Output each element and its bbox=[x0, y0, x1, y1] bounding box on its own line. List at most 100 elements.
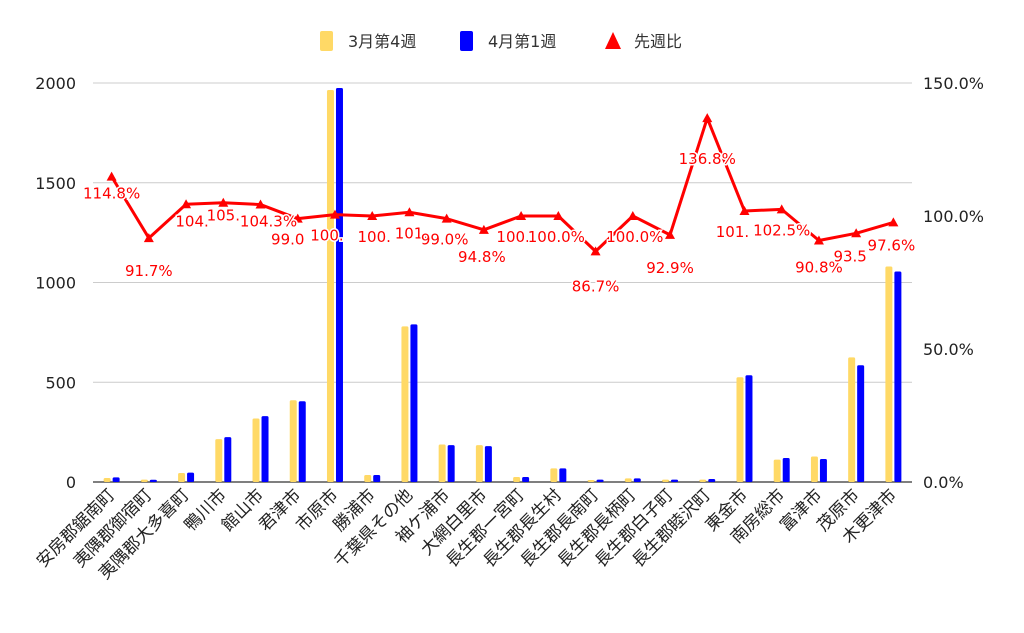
bar-week-b bbox=[484, 446, 492, 482]
ratio-point bbox=[702, 113, 713, 123]
left-tick-label: 1500 bbox=[35, 174, 76, 193]
bar-week-b bbox=[782, 458, 790, 482]
left-axis-ticks: 0 500 1000 1500 2000 bbox=[35, 74, 76, 492]
ratio-point bbox=[851, 228, 862, 238]
ratio-point bbox=[776, 204, 787, 214]
ratio-data-label: 104.3% bbox=[240, 213, 297, 231]
right-tick-label: 150.0% bbox=[923, 74, 984, 93]
bar-week-b bbox=[708, 479, 716, 482]
ratio-point bbox=[478, 224, 489, 234]
bar-week-a bbox=[624, 478, 632, 482]
legend-swatch bbox=[460, 31, 473, 51]
bar-week-b bbox=[224, 437, 232, 482]
bar-week-a bbox=[103, 478, 111, 482]
ratio-point bbox=[553, 211, 564, 220]
ratio-data-label: 100. bbox=[310, 227, 343, 245]
ratio-data-label: 99.0 bbox=[271, 231, 304, 249]
bar-week-a bbox=[773, 459, 781, 482]
bar-week-b bbox=[298, 401, 306, 482]
ratio-data-label: 100.0% bbox=[528, 228, 585, 246]
ratio-point bbox=[404, 207, 415, 217]
legend-label: 先週比 bbox=[634, 32, 682, 51]
bar-week-a bbox=[140, 479, 148, 482]
legend-label: 3月第4週 bbox=[348, 32, 416, 51]
ratio-data-label: 105. bbox=[207, 207, 240, 225]
ratio-point bbox=[441, 213, 452, 223]
ratio-data-label: 86.7% bbox=[572, 277, 620, 295]
ratio-point bbox=[218, 197, 229, 207]
bar-week-b bbox=[373, 475, 381, 482]
bar-week-a bbox=[475, 445, 483, 482]
bar-week-a bbox=[848, 357, 856, 482]
ratio-point bbox=[292, 213, 303, 223]
bar-week-a bbox=[662, 479, 670, 482]
bar-week-a bbox=[215, 439, 223, 482]
ratio-point bbox=[813, 235, 824, 245]
ratio-data-label: 101. bbox=[716, 223, 749, 241]
bar-week-a bbox=[587, 480, 595, 482]
bars bbox=[103, 87, 902, 483]
ratio-point bbox=[181, 199, 192, 209]
bar-week-a bbox=[178, 473, 186, 482]
ratio-point bbox=[665, 229, 676, 239]
ratio-data-label: 91.7% bbox=[125, 262, 173, 280]
bar-week-b bbox=[522, 477, 530, 482]
ratio-data-label: 102.5% bbox=[753, 221, 810, 239]
bar-week-b bbox=[261, 416, 269, 482]
bar-week-b bbox=[819, 459, 827, 482]
legend: 3月第4週 4月第1週 先週比 bbox=[320, 31, 682, 51]
left-tick-label: 500 bbox=[45, 373, 76, 392]
ratio-data-label: 97.6% bbox=[868, 236, 916, 254]
legend-label: 4月第1週 bbox=[488, 32, 556, 51]
ratio-point bbox=[329, 209, 340, 219]
ratio-data-label: 100. bbox=[496, 228, 529, 246]
bar-week-b bbox=[596, 479, 604, 482]
ratio-data-label: 100. bbox=[358, 228, 391, 246]
ratio-data-label: 100.0% bbox=[606, 228, 663, 246]
bar-week-b bbox=[633, 478, 641, 482]
bar-week-b bbox=[559, 468, 567, 482]
bar-week-a bbox=[513, 477, 521, 482]
right-axis-ticks: 0.0% 50.0% 100.0% 150.0% bbox=[923, 74, 984, 492]
ratio-data-label: 90.8% bbox=[795, 258, 843, 276]
ratio-point bbox=[590, 246, 601, 256]
bar-week-b bbox=[335, 87, 343, 483]
ratio-data-label: 136.8% bbox=[679, 150, 736, 168]
legend-swatch bbox=[605, 32, 621, 49]
ratio-line-path bbox=[110, 116, 894, 253]
bar-week-a bbox=[699, 479, 707, 482]
bar-week-b bbox=[857, 365, 865, 482]
bar-week-a bbox=[364, 475, 372, 482]
ratio-point bbox=[143, 233, 154, 243]
ratio-data-label: 93.5 bbox=[833, 247, 866, 265]
ratio-line: 114.8%91.7%104.105. 104.3%99.0 100. 100. 101… bbox=[82, 113, 917, 297]
ratio-data-label: 99.0% bbox=[421, 231, 469, 249]
left-tick-label: 2000 bbox=[35, 74, 76, 93]
ratio-data-label: 92.9% bbox=[646, 259, 694, 277]
bar-week-b bbox=[112, 477, 120, 482]
ratio-data-label: 94.8% bbox=[458, 248, 506, 266]
bar-week-a bbox=[252, 418, 260, 482]
ratio-point bbox=[255, 199, 266, 209]
bar-week-a bbox=[736, 377, 744, 482]
gridlines bbox=[93, 82, 912, 483]
ratio-point bbox=[516, 211, 527, 220]
right-tick-label: 50.0% bbox=[923, 340, 974, 359]
ratio-point bbox=[367, 211, 378, 220]
bar-week-a bbox=[438, 444, 446, 482]
right-tick-label: 100.0% bbox=[923, 207, 984, 226]
bar-week-a bbox=[326, 89, 334, 483]
ratio-data-label: 114.8% bbox=[83, 185, 140, 203]
bar-week-b bbox=[447, 445, 455, 482]
x-axis-labels: 安房郡鋸南町夷隅郡御宿町夷隅郡大多喜町鴨川市館山市君津市市原市勝浦市千葉県その他… bbox=[33, 485, 901, 583]
bar-week-b bbox=[149, 479, 157, 482]
left-tick-label: 0 bbox=[66, 473, 76, 492]
bar-week-b bbox=[671, 479, 679, 482]
bar-week-a bbox=[810, 456, 818, 482]
bar-week-b bbox=[187, 472, 195, 482]
ratio-point bbox=[106, 171, 117, 181]
bar-week-a bbox=[885, 266, 893, 482]
bar-week-b bbox=[894, 271, 902, 482]
bar-week-a bbox=[401, 326, 409, 482]
left-tick-label: 1000 bbox=[35, 274, 76, 293]
